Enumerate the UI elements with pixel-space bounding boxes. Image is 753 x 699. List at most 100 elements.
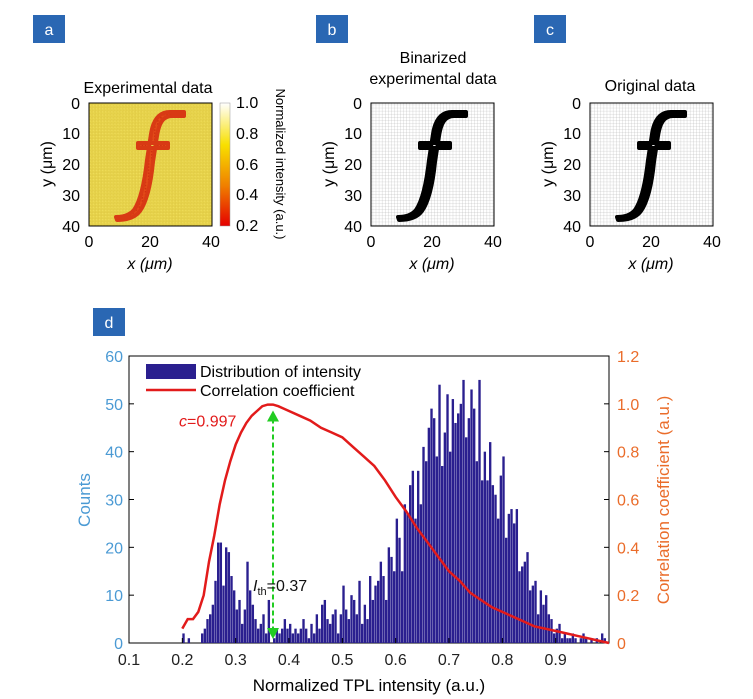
- panel-b-title-line-1: Binarized: [400, 50, 467, 67]
- y-axis-right-ticks: 0 0.2 0.4 0.6 0.8 1.0 1.2: [617, 349, 639, 653]
- peak-label-symbol: c: [179, 414, 187, 431]
- histogram-bar: [294, 628, 297, 643]
- histogram-bar: [219, 542, 223, 643]
- y-tick: 30: [105, 493, 123, 510]
- histogram-bar: [371, 599, 375, 643]
- histogram-bar: [425, 461, 428, 643]
- histogram-bar: [409, 485, 412, 643]
- histogram-bar: [313, 633, 316, 643]
- panel-label-box: [534, 15, 566, 43]
- y-tick: 40: [62, 219, 80, 236]
- y-tick: 10: [344, 126, 362, 143]
- histogram-bar: [214, 580, 217, 643]
- histogram-bar: [446, 394, 449, 643]
- histogram-bar: [345, 609, 348, 643]
- histogram-bar: [574, 638, 577, 643]
- y-tick: 30: [62, 188, 80, 205]
- histogram-bar: [494, 494, 497, 643]
- x-tick: 20: [642, 234, 660, 251]
- panel-d-ylabel: Counts: [75, 473, 94, 527]
- panel-c-letter-f: [615, 110, 687, 222]
- legend-correlation-label: Correlation coefficient: [200, 383, 355, 400]
- histogram-bar: [558, 623, 561, 643]
- histogram-bar: [265, 633, 268, 643]
- threshold-arrow-down-icon: [267, 628, 279, 639]
- legend: Distribution of intensity Correlation co…: [146, 364, 361, 400]
- histogram-bar: [401, 571, 404, 643]
- histogram-bar: [342, 585, 345, 643]
- histogram-bar: [481, 480, 484, 643]
- x-tick: 0: [85, 234, 94, 251]
- histogram-bar: [435, 456, 439, 643]
- panel-c-ylabel: y (μm): [540, 141, 557, 187]
- peak-label-value: =0.997: [187, 414, 236, 431]
- histogram-bar: [374, 585, 377, 643]
- histogram-bar: [321, 604, 324, 643]
- histogram-bar: [329, 623, 332, 643]
- threshold-annotation: Ith=0.37: [253, 578, 307, 598]
- panel-b-x-ticks: 0 20 40: [367, 234, 502, 251]
- histogram-bar: [531, 585, 535, 643]
- histogram-bars: [182, 379, 607, 643]
- histogram-bar: [475, 461, 479, 643]
- x-tick: 0.1: [118, 652, 140, 669]
- panel-a-xlabel: x (μm): [126, 256, 172, 273]
- panel-b-xlabel: x (μm): [408, 256, 454, 273]
- x-tick: 0.9: [545, 652, 567, 669]
- histogram-bar: [467, 418, 471, 643]
- panel-a-colorbar: [219, 102, 231, 227]
- x-tick: 0: [586, 234, 595, 251]
- y-axis-left-ticks: 0 10 20 30 40 50 60: [105, 349, 123, 653]
- y-tick: 30: [563, 188, 581, 205]
- histogram-bar: [259, 623, 263, 643]
- histogram-bar: [526, 552, 529, 643]
- histogram-bar: [518, 571, 521, 643]
- histogram-bar: [334, 609, 337, 643]
- histogram-bar: [307, 638, 311, 643]
- histogram-bar: [382, 576, 385, 643]
- x-tick: 40: [484, 234, 502, 251]
- panel-b: Binarized experimental data 0 10 20 30 4…: [321, 50, 502, 273]
- threshold-label-symbol: I: [253, 578, 258, 595]
- histogram-bar: [246, 561, 249, 643]
- histogram-bar: [491, 485, 495, 643]
- histogram-bar: [350, 595, 353, 643]
- panel-label-text: d: [105, 315, 114, 332]
- histogram-bar: [449, 451, 452, 643]
- panel-b-title-line-2: experimental data: [369, 71, 496, 88]
- histogram-bar: [211, 604, 215, 643]
- threshold-label-subscript: th: [257, 586, 266, 598]
- histogram-bar: [459, 403, 463, 643]
- histogram-bar: [267, 599, 271, 643]
- histogram-bar: [225, 547, 228, 643]
- histogram-bar: [379, 561, 383, 643]
- x-tick: 0: [367, 234, 376, 251]
- histogram-bar: [497, 518, 500, 643]
- x-tick: 0.7: [438, 652, 460, 669]
- threshold-arrow-up-icon: [267, 410, 279, 422]
- x-tick: 0.2: [171, 652, 193, 669]
- y2-tick: 0.8: [617, 445, 639, 462]
- histogram-bar: [505, 537, 508, 643]
- histogram-bar: [561, 638, 564, 643]
- y-tick: 10: [563, 126, 581, 143]
- colorbar-tick: 0.2: [236, 218, 258, 235]
- panel-d-y2label: Correlation coefficient (a.u.): [654, 396, 673, 605]
- histogram-bar: [443, 432, 447, 643]
- histogram-bar: [579, 638, 583, 643]
- histogram-bar: [478, 379, 481, 643]
- histogram-bar: [566, 638, 569, 643]
- y-tick: 30: [344, 188, 362, 205]
- histogram-bar: [355, 614, 359, 643]
- y2-tick: 0.2: [617, 588, 639, 605]
- histogram-bar: [347, 619, 351, 643]
- histogram-bar: [315, 614, 319, 643]
- histogram-bar: [603, 638, 607, 643]
- y2-tick: 1.0: [617, 397, 639, 414]
- panel-b-letter-f: [396, 110, 468, 222]
- histogram-bar: [539, 590, 543, 643]
- histogram-bar: [182, 633, 185, 643]
- histogram-bar: [281, 628, 284, 643]
- histogram-bar: [395, 518, 399, 643]
